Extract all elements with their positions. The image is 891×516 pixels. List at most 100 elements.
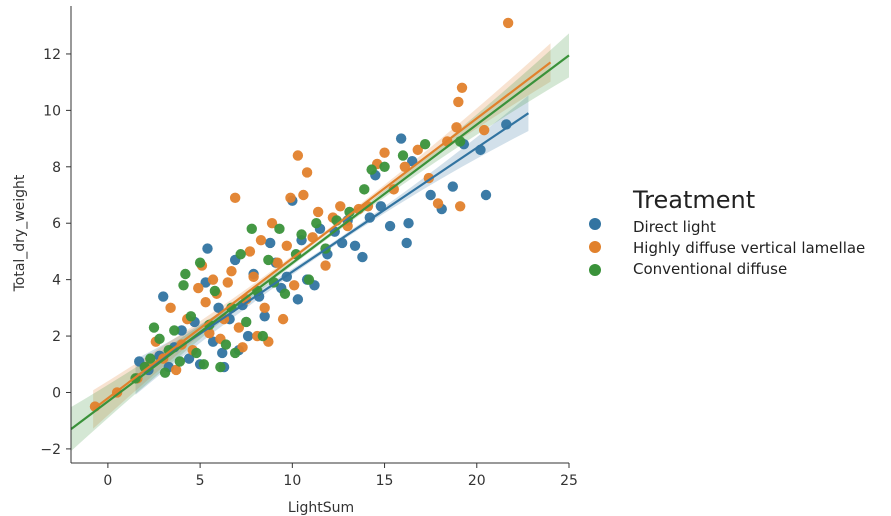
x-tick-label: 15 (376, 473, 394, 489)
y-tick-label: 12 (43, 47, 61, 63)
data-point-direct-light (384, 220, 396, 232)
data-point-direct-light (183, 353, 195, 364)
data-point-conventional-diffuse (178, 280, 189, 291)
data-point-direct-light (407, 155, 418, 167)
data-point-direct-light (242, 330, 254, 342)
y-tick-label: 6 (52, 216, 61, 232)
data-point-highly-diffuse-vertical-lamellae (272, 257, 283, 268)
data-point-conventional-diffuse (263, 254, 274, 266)
data-point-conventional-diffuse (359, 184, 370, 195)
legend-label-direct-light: Direct light (633, 218, 716, 236)
data-point-direct-light (158, 291, 169, 302)
data-point-direct-light (401, 237, 412, 249)
y-axis-title: Total_dry_weight (12, 174, 28, 292)
data-point-conventional-diffuse (159, 367, 171, 378)
data-point-conventional-diffuse (397, 150, 409, 161)
data-point-highly-diffuse-vertical-lamellae (244, 246, 256, 257)
regression-line-highly-diffuse-vertical-lamellae (92, 61, 552, 411)
data-point-conventional-diffuse (303, 274, 315, 285)
data-point-conventional-diffuse (229, 347, 241, 359)
data-point-highly-diffuse-vertical-lamellae (229, 192, 241, 204)
x-tick-label: 20 (468, 473, 486, 489)
data-point-highly-diffuse-vertical-lamellae (222, 277, 233, 288)
legend-marker-direct-light (589, 218, 601, 230)
data-point-highly-diffuse-vertical-lamellae (281, 240, 292, 251)
data-point-highly-diffuse-vertical-lamellae (288, 280, 300, 291)
data-point-highly-diffuse-vertical-lamellae (266, 218, 278, 229)
data-point-highly-diffuse-vertical-lamellae (454, 201, 466, 212)
data-point-highly-diffuse-vertical-lamellae (388, 184, 399, 195)
data-point-conventional-diffuse (185, 311, 197, 322)
data-point-direct-light (349, 240, 361, 251)
data-point-highly-diffuse-vertical-lamellae (165, 302, 176, 314)
y-tick-label: 8 (52, 160, 61, 176)
data-point-direct-light (357, 251, 368, 263)
data-point-highly-diffuse-vertical-lamellae (292, 150, 304, 161)
data-point-conventional-diffuse (311, 218, 322, 229)
legend-title: Treatment (632, 186, 755, 214)
regression-lines (70, 54, 570, 431)
legend-marker-conventional-diffuse (589, 264, 601, 276)
data-point-highly-diffuse-vertical-lamellae (207, 274, 219, 285)
data-point-highly-diffuse-vertical-lamellae (451, 122, 462, 133)
data-point-direct-light (217, 347, 228, 359)
data-point-conventional-diffuse (198, 359, 209, 370)
regression-line-conventional-diffuse (70, 54, 570, 431)
data-point-conventional-diffuse (366, 164, 377, 175)
data-point-conventional-diffuse (257, 330, 269, 342)
data-point-conventional-diffuse (154, 333, 165, 345)
data-point-direct-light (395, 133, 407, 144)
legend-marker-highly-diffuse (589, 241, 601, 253)
axes: 0 5 10 15 20 25 −2 0 2 4 6 8 10 12 (40, 6, 578, 489)
data-point-highly-diffuse-vertical-lamellae (379, 147, 390, 158)
data-point-direct-light (425, 189, 436, 201)
data-point-direct-light (375, 201, 387, 212)
data-point-highly-diffuse-vertical-lamellae (277, 313, 289, 325)
data-point-highly-diffuse-vertical-lamellae (233, 322, 245, 333)
data-point-conventional-diffuse (296, 229, 307, 240)
data-point-direct-light (403, 218, 414, 229)
data-point-highly-diffuse-vertical-lamellae (478, 124, 490, 136)
y-tick-label: −2 (40, 442, 61, 458)
data-point-highly-diffuse-vertical-lamellae (502, 17, 514, 29)
legend-label-conventional-diffuse: Conventional diffuse (633, 260, 787, 278)
data-point-conventional-diffuse (279, 288, 291, 299)
data-point-highly-diffuse-vertical-lamellae (204, 328, 215, 339)
data-point-conventional-diffuse (379, 161, 390, 172)
x-tick-label: 10 (283, 473, 301, 489)
legend: Treatment Direct light Highly diffuse ve… (589, 186, 865, 278)
regression-line-direct-light (134, 112, 530, 378)
data-point-highly-diffuse-vertical-lamellae (255, 234, 267, 246)
y-tick-label: 0 (52, 385, 61, 401)
data-point-conventional-diffuse (241, 316, 252, 328)
legend-label-highly-diffuse: Highly diffuse vertical lamellae (633, 239, 865, 257)
y-tick-label: 4 (52, 273, 61, 289)
data-point-highly-diffuse-vertical-lamellae (170, 364, 182, 376)
data-point-highly-diffuse-vertical-lamellae (301, 167, 313, 178)
y-tick-label: 10 (43, 103, 61, 119)
data-point-conventional-diffuse (344, 206, 355, 218)
data-point-direct-light (480, 189, 492, 201)
data-point-highly-diffuse-vertical-lamellae (320, 260, 331, 271)
x-tick-label: 5 (196, 473, 205, 489)
x-tick-label: 25 (560, 473, 578, 489)
data-point-conventional-diffuse (169, 325, 180, 336)
data-point-highly-diffuse-vertical-lamellae (200, 297, 211, 308)
data-point-highly-diffuse-vertical-lamellae (335, 201, 346, 212)
data-point-conventional-diffuse (180, 268, 191, 280)
data-point-direct-light (265, 237, 276, 249)
data-point-direct-light (259, 311, 270, 322)
data-point-conventional-diffuse (246, 223, 257, 235)
data-point-conventional-diffuse (215, 361, 226, 373)
data-point-conventional-diffuse (235, 249, 246, 260)
data-point-conventional-diffuse (194, 257, 206, 268)
data-point-highly-diffuse-vertical-lamellae (248, 271, 259, 283)
data-point-highly-diffuse-vertical-lamellae (456, 82, 468, 94)
data-point-highly-diffuse-vertical-lamellae (285, 192, 296, 204)
data-point-direct-light (292, 294, 304, 305)
data-point-conventional-diffuse (148, 322, 160, 333)
data-point-highly-diffuse-vertical-lamellae (412, 144, 423, 156)
x-axis-title: LightSum (288, 500, 354, 516)
data-point-highly-diffuse-vertical-lamellae (298, 189, 309, 201)
